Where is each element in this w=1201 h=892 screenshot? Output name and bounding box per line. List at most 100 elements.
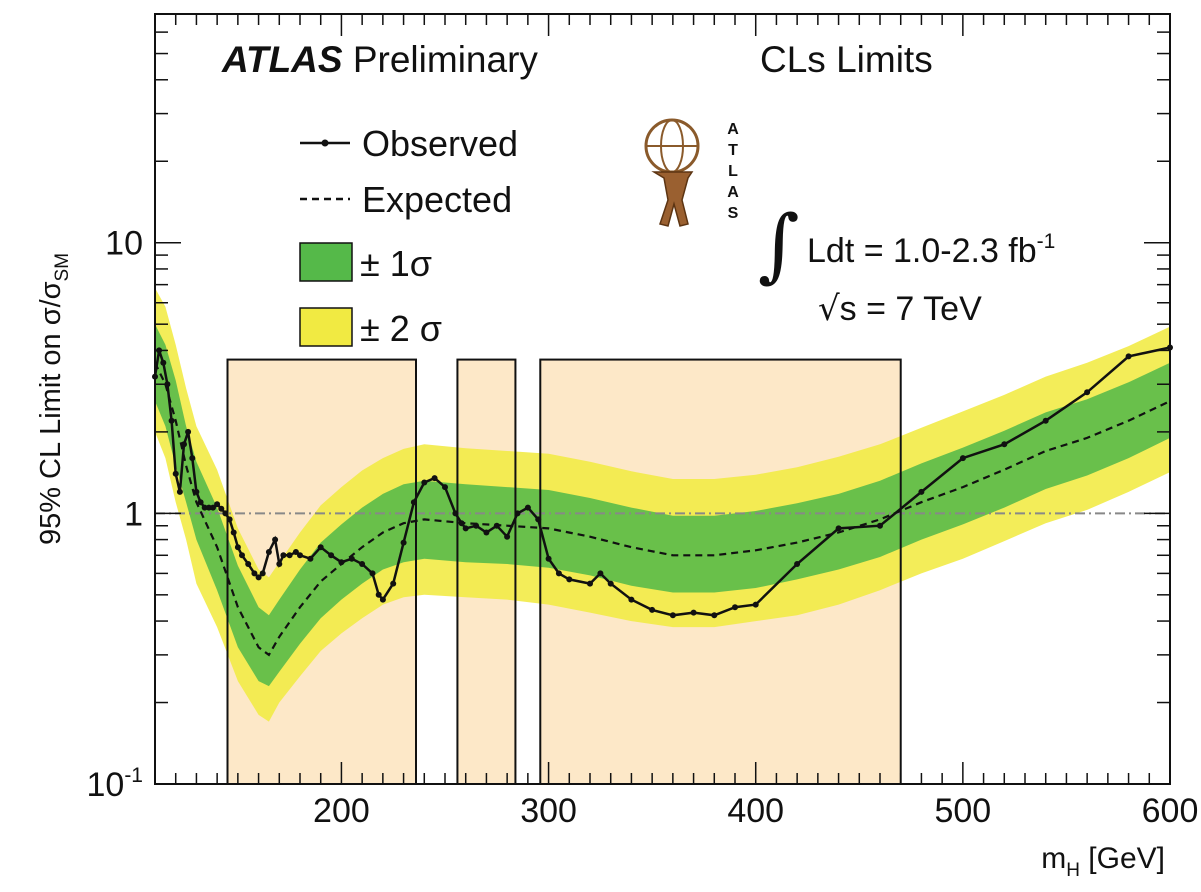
observed-point [458, 520, 465, 527]
observed-point [160, 359, 167, 366]
observed-point [369, 570, 376, 577]
legend-observed-label: Observed [362, 123, 518, 164]
observed-point [628, 596, 635, 603]
observed-series [152, 344, 1173, 619]
observed-point [390, 580, 397, 587]
observed-point [752, 601, 759, 608]
observed-point [1001, 441, 1008, 448]
integral-symbol: ∫ [758, 198, 800, 291]
observed-point [597, 570, 604, 577]
logo-letter-a2: A [727, 184, 739, 201]
observed-point [566, 576, 573, 583]
observed-point [265, 549, 272, 555]
observed-point [251, 570, 258, 577]
observed-point [276, 561, 283, 567]
observed-point [690, 609, 697, 616]
x-tick-label: 400 [727, 792, 784, 830]
x-tick-label: 500 [934, 792, 991, 830]
legend-band1-swatch [299, 242, 353, 282]
observed-point [338, 559, 345, 566]
observed-point [168, 417, 175, 424]
observed-point [732, 604, 738, 611]
observed-point [379, 596, 386, 603]
observed-point [794, 561, 801, 567]
observed-point [307, 555, 314, 562]
observed-point [421, 479, 428, 486]
y-tick-label: 1 [124, 495, 143, 533]
atlas-logo: A T L A S [644, 118, 739, 227]
logo-letter-t: T [728, 142, 738, 159]
legend-observed-marker [321, 139, 329, 147]
observed-point [431, 475, 438, 482]
legend-band2-swatch [299, 307, 353, 347]
observed-point [359, 561, 366, 567]
observed-point [524, 504, 531, 511]
observed-point [959, 455, 966, 462]
observed-point [297, 552, 303, 559]
plot-frame [154, 13, 1171, 785]
observed-point [245, 561, 252, 567]
observed-point [504, 533, 511, 540]
band-1sigma [155, 324, 1170, 687]
observed-point [1084, 389, 1091, 396]
observed-point [189, 455, 196, 462]
logo-figure [651, 171, 694, 227]
observed-point [473, 522, 480, 529]
observed-point [1125, 353, 1132, 360]
legend: Observed Expected ± 1σ ± 2 σ [299, 123, 518, 349]
y-tick-label: 10 [105, 225, 143, 263]
observed-point [214, 501, 221, 508]
observed-point [348, 555, 355, 562]
observed-point [239, 552, 245, 559]
axis-ticks [154, 13, 1171, 785]
legend-band1-label: ± 1σ [360, 243, 432, 284]
observed-point [1042, 417, 1049, 424]
observed-point [545, 555, 552, 562]
uncertainty-bands [155, 288, 1170, 722]
observed-point [483, 529, 490, 536]
energy-label: √s = 7 TeV [818, 289, 982, 329]
observed-point [185, 428, 192, 435]
observed-point [193, 488, 200, 495]
observed-point [328, 552, 335, 559]
observed-point [317, 544, 324, 551]
observed-point [375, 591, 382, 598]
observed-point [400, 539, 407, 546]
y-tick-labels: 10-1 1 10 [86, 225, 143, 804]
x-tick-labels: 200 300 400 500 600 [313, 792, 1198, 830]
observed-point [835, 525, 842, 532]
observed-point [292, 549, 299, 555]
observed-point [462, 525, 469, 532]
x-tick-label: 200 [313, 792, 370, 830]
observed-point [555, 570, 562, 577]
observed-point [201, 504, 208, 511]
legend-expected-label: Expected [362, 179, 512, 220]
chart-title-right: CLs Limits [760, 39, 933, 80]
observed-point [205, 504, 212, 511]
observed-point [669, 612, 676, 619]
band-2sigma [155, 288, 1170, 722]
observed-point [711, 612, 718, 619]
x-tick-label: 600 [1142, 792, 1199, 830]
observed-point [218, 505, 225, 512]
observed-point [197, 499, 204, 506]
y-tick-label: 10-1 [86, 764, 143, 804]
observed-point [230, 529, 237, 536]
observed-point [176, 488, 183, 495]
observed-point [607, 580, 614, 587]
observed-point [286, 552, 293, 559]
observed-point [493, 522, 500, 529]
y-axis-label: 95% CL Limit on σ/σSM [35, 253, 73, 545]
chart-title: ATLAS Preliminary [221, 39, 538, 80]
observed-point [272, 536, 279, 543]
logo-letter-l: L [728, 163, 738, 180]
observed-point [255, 574, 262, 581]
observed-point [877, 522, 883, 529]
x-tick-label: 300 [520, 792, 577, 830]
observed-point [442, 484, 448, 491]
observed-point [280, 552, 287, 559]
logo-letter-a: A [727, 121, 739, 138]
legend-band2-label: ± 2 σ [360, 308, 442, 349]
observed-point [587, 580, 593, 587]
